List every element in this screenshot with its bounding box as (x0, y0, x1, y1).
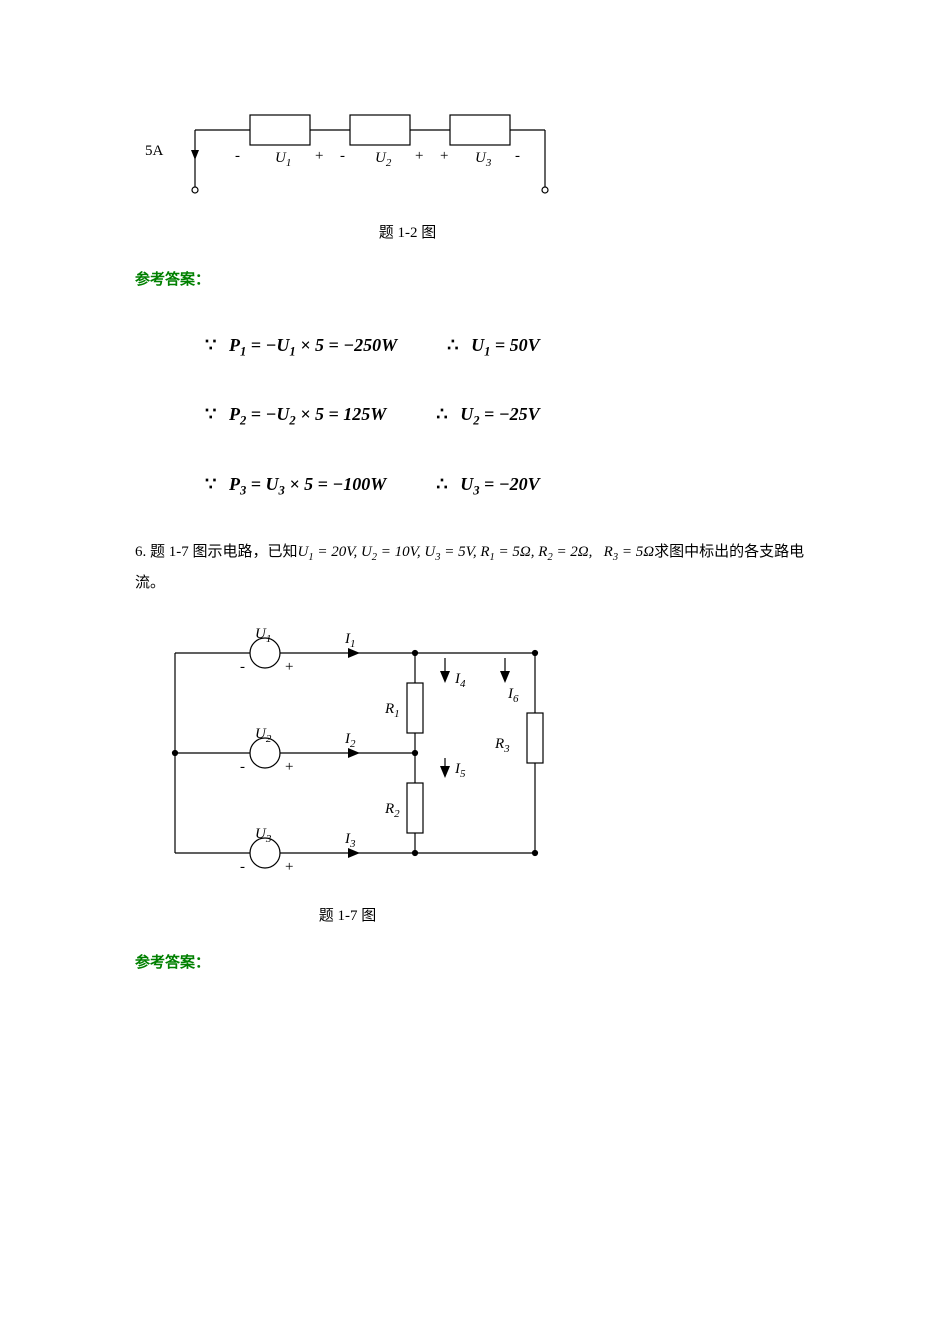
answer-label-1: 参考答案： (135, 267, 810, 294)
svg-text:+: + (440, 148, 448, 164)
caption-1-7: 题 1-7 图 (0, 903, 810, 930)
svg-text:-: - (515, 148, 520, 164)
because-icon: ∵ (205, 404, 216, 424)
svg-text:I5: I5 (454, 761, 466, 780)
svg-text:U2: U2 (375, 150, 392, 169)
because-icon: ∵ (205, 474, 216, 494)
current-5a-label: 5A (145, 143, 164, 159)
svg-text:+: + (415, 148, 423, 164)
therefore-icon: ∴ (436, 404, 447, 424)
equation-2: ∵ P2 = −U2 × 5 = 125W ∴ U2 = −25V (205, 398, 810, 432)
because-icon: ∵ (205, 335, 216, 355)
p6-prefix: 6. 题 1-7 图示电路，已知 (135, 544, 298, 560)
therefore-icon: ∴ (436, 474, 447, 494)
svg-text:+: + (315, 148, 323, 164)
svg-text:I1: I1 (344, 631, 356, 650)
svg-text:-: - (240, 859, 245, 875)
svg-text:-: - (235, 148, 240, 164)
svg-text:-: - (340, 148, 345, 164)
svg-text:I6: I6 (507, 686, 519, 705)
answer-label-2: 参考答案： (135, 950, 810, 977)
problem-6-text: 6. 题 1-7 图示电路，已知U1 = 20V, U2 = 10V, U3 =… (135, 537, 810, 598)
svg-text:I2: I2 (344, 731, 356, 750)
eq3-rhs: U3 = −20V (460, 474, 539, 494)
svg-text:R3: R3 (494, 736, 510, 755)
svg-text:R1: R1 (384, 701, 400, 720)
svg-text:+: + (285, 659, 293, 675)
svg-text:-: - (240, 759, 245, 775)
diagram-1-2: 5A - + U1 - + U2 + - U3 (135, 100, 810, 210)
eq1-lhs: P1 = −U1 × 5 = −250W (229, 335, 397, 355)
equation-1: ∵ P1 = −U1 × 5 = −250W ∴ U1 = 50V (205, 329, 810, 363)
svg-text:+: + (285, 759, 293, 775)
circuit-1-7-svg: U1 -+ U2 -+ U3 -+ I1 I2 I3 I4 I5 I6 R1 R… (135, 613, 585, 893)
svg-text:+: + (285, 859, 293, 875)
eq1-rhs: U1 = 50V (471, 335, 540, 355)
diagram-1-7: U1 -+ U2 -+ U3 -+ I1 I2 I3 I4 I5 I6 R1 R… (135, 613, 810, 893)
eq3-lhs: P3 = U3 × 5 = −100W (229, 474, 386, 494)
p6-given: U1 = 20V, U2 = 10V, U3 = 5V, R1 = 5Ω, R2… (298, 544, 655, 560)
svg-text:I4: I4 (454, 671, 466, 690)
svg-text:U3: U3 (475, 150, 492, 169)
svg-text:R2: R2 (384, 801, 400, 820)
circuit-1-2-svg: 5A - + U1 - + U2 + - U3 (135, 100, 565, 210)
svg-text:-: - (240, 659, 245, 675)
svg-text:U1: U1 (275, 150, 291, 169)
caption-1-2: 题 1-2 图 (5, 220, 810, 247)
eq2-lhs: P2 = −U2 × 5 = 125W (229, 404, 386, 424)
therefore-icon: ∴ (447, 335, 458, 355)
eq2-rhs: U2 = −25V (460, 404, 539, 424)
svg-text:I3: I3 (344, 831, 356, 850)
equation-3: ∵ P3 = U3 × 5 = −100W ∴ U3 = −20V (205, 468, 810, 502)
